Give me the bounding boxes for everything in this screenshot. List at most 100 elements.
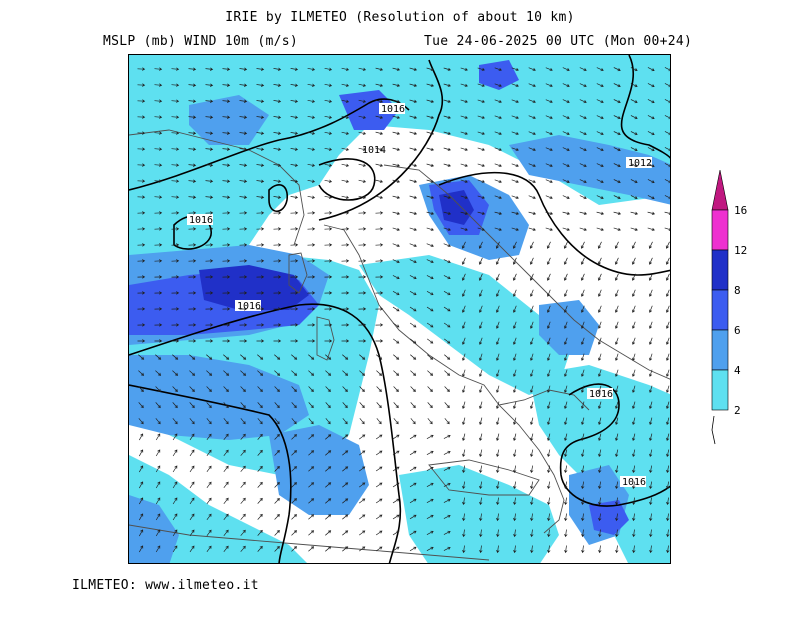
wind-arrow <box>409 450 417 456</box>
wind-arrow <box>613 211 622 216</box>
wind-arrow <box>291 418 297 425</box>
wind-arrow <box>410 354 417 360</box>
wind-arrow <box>665 369 670 377</box>
wind-arrow <box>206 481 212 489</box>
wind-arrow <box>188 323 197 327</box>
wind-arrow <box>647 211 656 216</box>
isobar-label: 1012 <box>626 157 652 169</box>
wind-arrow <box>188 179 197 183</box>
wind-arrow <box>614 353 619 361</box>
wind-arrow <box>189 481 195 489</box>
wind-arrow <box>461 289 466 297</box>
wind-arrow <box>154 163 163 167</box>
wind-arrow <box>513 417 517 426</box>
wind-arrow <box>631 289 636 297</box>
wind-arrow <box>630 99 638 104</box>
wind-arrow <box>239 67 248 71</box>
wind-arrow <box>547 545 551 554</box>
wind-arrow <box>630 131 638 136</box>
wind-arrow <box>664 211 670 216</box>
wind-arrow <box>154 99 163 103</box>
wind-arrow <box>478 305 483 313</box>
wind-arrow <box>443 115 451 120</box>
wind-arrow <box>171 259 180 263</box>
wind-arrow <box>427 354 434 360</box>
wind-arrow <box>512 289 517 297</box>
wind-arrow <box>205 307 214 311</box>
wind-arrow <box>325 434 332 440</box>
wind-arrow <box>308 466 315 472</box>
wind-arrow <box>291 370 298 376</box>
wind-arrow <box>155 370 162 376</box>
wind-arrow <box>477 99 485 104</box>
wind-arrow <box>460 99 468 104</box>
wind-arrow <box>341 115 350 119</box>
wind-arrow <box>257 529 263 536</box>
wind-arrow <box>443 546 451 551</box>
wind-arrow <box>274 370 281 376</box>
wind-arrow <box>597 289 602 297</box>
wind-arrow <box>512 241 517 249</box>
wind-arrow <box>325 386 331 392</box>
wind-arrow <box>154 339 163 343</box>
wind-arrow <box>392 211 401 216</box>
wind-arrow <box>376 418 382 425</box>
wind-arrow <box>137 243 146 247</box>
footer-credit: ILMETEO: www.ilmeteo.it <box>72 578 259 593</box>
wind-arrow <box>615 481 619 490</box>
wind-arrow <box>547 513 551 522</box>
field-description: MSLP (mb) WIND 10m (m/s) <box>103 34 299 49</box>
wind-arrow <box>358 115 367 119</box>
wind-arrow <box>376 402 382 409</box>
wind-arrow <box>664 147 670 152</box>
wind-arrow <box>240 545 246 552</box>
wind-arrow <box>426 322 434 328</box>
wind-arrow <box>172 418 178 425</box>
wind-arrow <box>291 434 297 440</box>
wind-arrow <box>647 147 655 152</box>
wind-arrow <box>274 498 280 504</box>
wind-arrow <box>138 513 144 521</box>
wind-arrow <box>649 513 653 522</box>
wind-arrow <box>138 481 144 489</box>
wind-arrow <box>528 99 536 104</box>
wind-arrow <box>308 450 315 456</box>
wind-arrow <box>154 115 163 119</box>
wind-arrow <box>597 257 602 265</box>
wind-arrow <box>530 449 534 458</box>
wind-arrow <box>273 307 282 311</box>
wind-arrow <box>409 179 418 184</box>
wind-arrow <box>478 257 483 265</box>
wind-arrow <box>529 353 534 361</box>
wind-arrow <box>664 179 670 184</box>
wind-arrow <box>375 482 383 488</box>
wind-arrow <box>596 99 604 104</box>
wind-arrow <box>375 291 384 295</box>
wind-arrow <box>494 67 502 72</box>
wind-arrow <box>188 259 197 263</box>
wind-arrow <box>664 99 670 104</box>
wind-arrow <box>342 514 349 520</box>
wind-arrow <box>443 306 451 312</box>
wind-arrow <box>307 339 316 343</box>
wind-arrow <box>325 370 332 376</box>
wind-arrow <box>324 259 333 263</box>
wind-arrow <box>596 179 604 184</box>
wind-arrow <box>494 195 502 200</box>
wind-arrow <box>256 211 265 215</box>
wind-arrow <box>460 67 468 72</box>
wind-arrow <box>580 369 585 377</box>
wind-arrow <box>138 449 144 457</box>
wind-arrow <box>257 497 263 504</box>
wind-arrow <box>409 546 417 552</box>
wind-arrow <box>563 257 568 265</box>
wind-arrow <box>443 450 451 455</box>
wind-arrow <box>613 115 621 120</box>
wind-arrow <box>206 449 212 457</box>
wind-arrow <box>274 450 280 456</box>
wind-arrow <box>392 227 400 232</box>
wind-arrow <box>479 481 483 490</box>
wind-arrow <box>154 83 163 87</box>
wind-arrow <box>392 259 400 264</box>
wind-arrow <box>495 369 500 377</box>
